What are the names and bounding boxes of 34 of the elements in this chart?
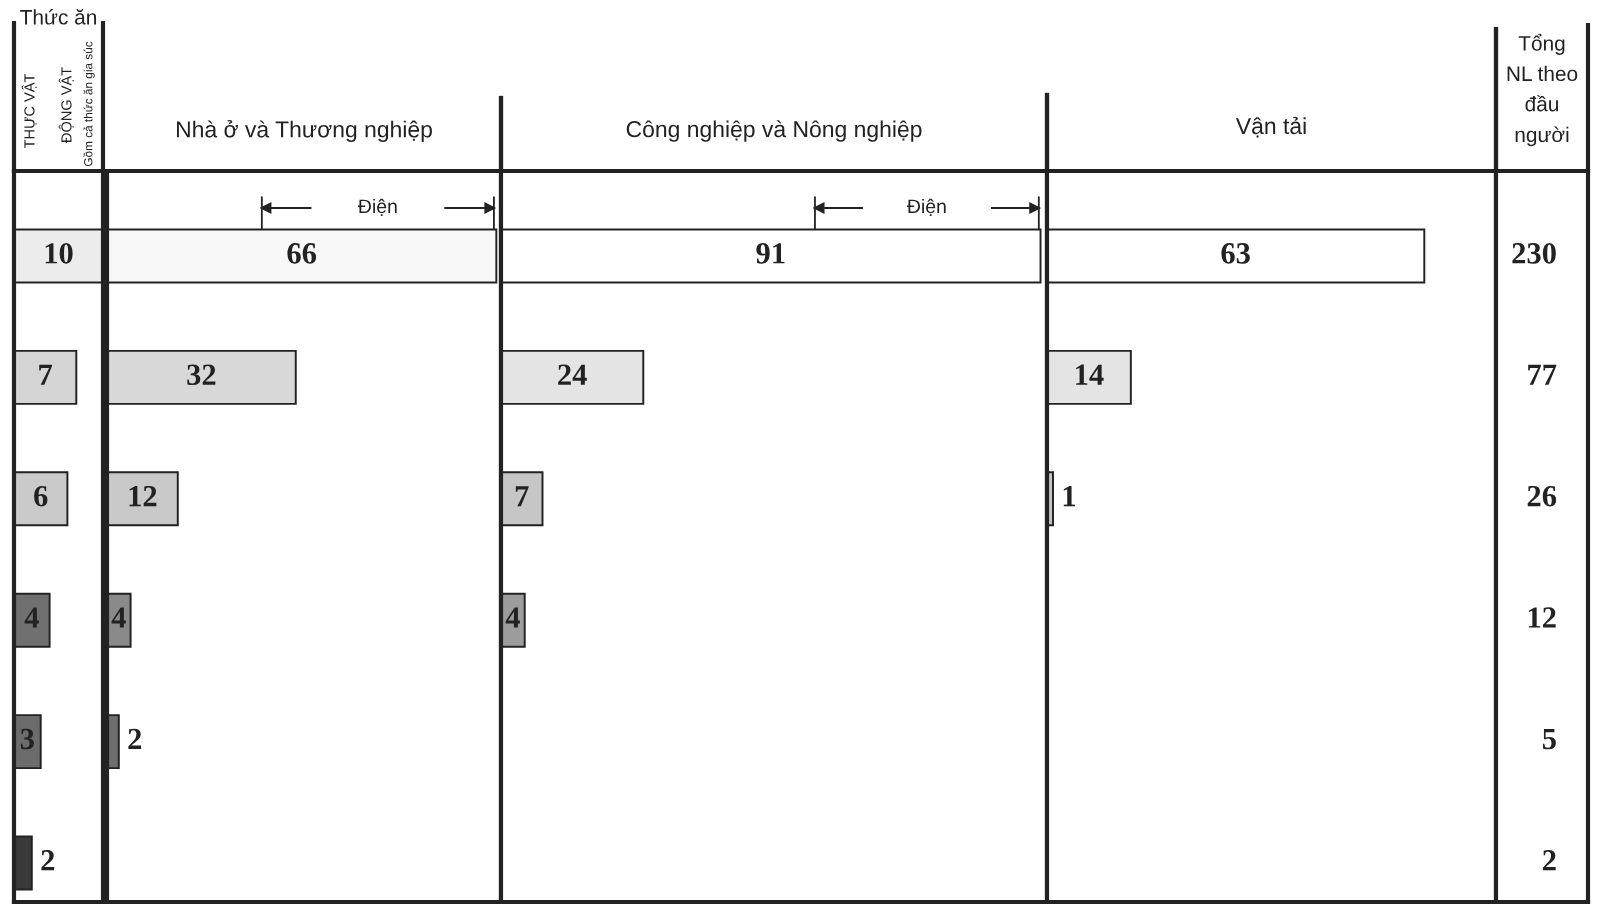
annotation: Điện <box>358 198 397 216</box>
data-label: 12 <box>129 485 157 507</box>
data-label: 4 <box>24 607 39 628</box>
text: 26 <box>1527 485 1557 507</box>
text: THỰC VẬT <box>21 73 37 149</box>
data-label: 6 <box>34 485 48 507</box>
text: ĐỘNG VẬT <box>58 67 74 143</box>
text: Gồm cả thức ăn gia súc <box>83 41 95 167</box>
text: Tổng NL theo đầu người <box>1507 33 1578 147</box>
text: 12 <box>1528 607 1556 628</box>
data-label: 7 <box>515 486 529 507</box>
data-label: 2 <box>41 850 55 871</box>
data-label: 4 <box>111 607 126 628</box>
chart-title: Vận tải <box>1235 116 1306 138</box>
chart-title: Công nghiệp và Nông nghiệp <box>626 120 922 142</box>
data-label: 91 <box>756 243 785 264</box>
data-label: 4 <box>505 607 520 628</box>
annotation: Điện <box>907 198 946 216</box>
text: 5 <box>1542 728 1556 750</box>
data-label: 7 <box>39 364 53 385</box>
data-label: 32 <box>187 364 216 386</box>
data-label: 66 <box>287 243 317 264</box>
text: 230 <box>1512 243 1556 264</box>
chart-title: Nhà ở và Thương nghiệp <box>177 119 432 143</box>
data-label: 14 <box>1076 364 1104 385</box>
chart-title: Thức ăn <box>20 9 96 25</box>
data-label: 24 <box>558 364 587 385</box>
data-label: 63 <box>1221 243 1250 264</box>
data-label: 3 <box>20 728 34 750</box>
data-label: 2 <box>128 728 142 749</box>
text: 2 <box>1543 850 1556 871</box>
data-label: 1 <box>1063 485 1076 507</box>
data-label: 10 <box>45 243 73 264</box>
text: 77 <box>1528 364 1557 385</box>
